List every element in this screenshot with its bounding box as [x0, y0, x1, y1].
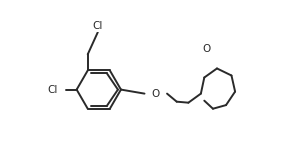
Text: O: O	[203, 44, 211, 54]
Text: Cl: Cl	[92, 21, 103, 31]
Text: O: O	[151, 89, 160, 99]
Text: Cl: Cl	[47, 85, 58, 95]
